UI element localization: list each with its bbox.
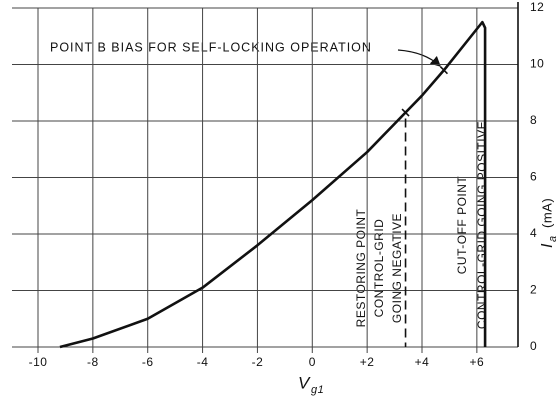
x-tick-label: +4 <box>415 355 430 369</box>
y-tick-label: 12 <box>530 0 544 14</box>
y-axis-unit: (mA) <box>539 198 554 228</box>
x-tick-label: -4 <box>197 355 209 369</box>
annotation: GOING NEGATIVE <box>390 213 404 323</box>
x-tick-label: +2 <box>360 355 375 369</box>
x-tick-label: -2 <box>252 355 264 369</box>
data-line <box>59 20 487 349</box>
annotation-arrow <box>397 49 441 67</box>
marker <box>401 108 410 117</box>
x-tick-label: +6 <box>470 355 485 369</box>
y-tick-label: 8 <box>530 113 537 127</box>
annotation: CUT-OFF POINT <box>455 176 469 275</box>
x-tick-label: -10 <box>29 355 48 369</box>
x-axis-label-subscript: g1 <box>311 384 324 396</box>
marker <box>439 66 449 75</box>
y-axis-label-subscript: a <box>547 235 558 242</box>
annotation: RESTORING POINT <box>354 209 368 328</box>
annotation: POINT B BIAS FOR SELF-LOCKING OPERATION <box>50 40 372 54</box>
annotation: CONTROL-GRID <box>372 219 386 318</box>
y-tick-label: 2 <box>530 283 537 297</box>
x-tick-label: 0 <box>309 355 316 369</box>
x-axis-label: V <box>298 373 311 392</box>
y-tick-label: 6 <box>530 170 537 184</box>
y-tick-label: 10 <box>530 57 544 71</box>
y-axis-label: I <box>539 243 556 248</box>
y-tick-label: 4 <box>530 226 537 240</box>
x-tick-label: -8 <box>87 355 99 369</box>
x-tick-label: -6 <box>142 355 154 369</box>
y-tick-label: 0 <box>530 339 537 353</box>
